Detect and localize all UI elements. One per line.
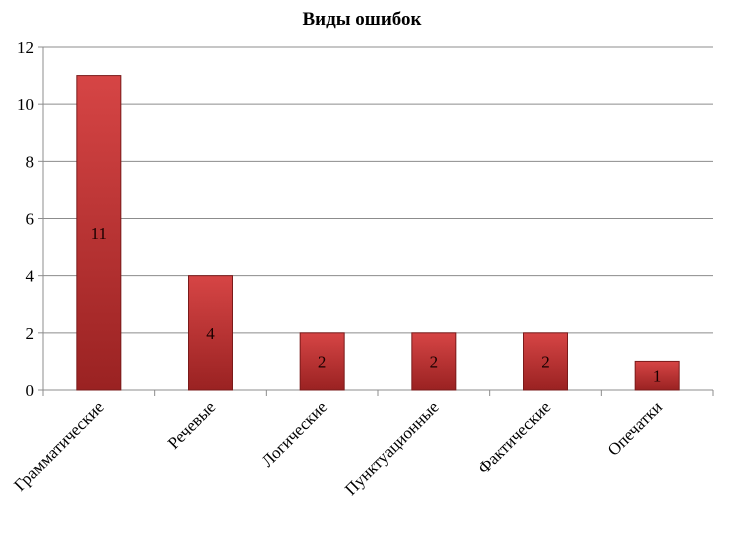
- y-tick-label: 0: [26, 381, 35, 400]
- bars: [76, 75, 680, 391]
- category-label: Логические: [258, 397, 331, 470]
- data-label: 2: [430, 352, 439, 371]
- data-label: 2: [318, 352, 327, 371]
- y-tick-label: 10: [17, 95, 34, 114]
- axes: [38, 46, 714, 396]
- bar: [634, 360, 680, 391]
- category-label: Фактические: [474, 397, 554, 477]
- chart-title: Виды ошибок: [302, 9, 421, 30]
- y-tick-label: 2: [26, 324, 35, 343]
- data-label: 4: [206, 324, 215, 343]
- data-label: 1: [653, 367, 662, 386]
- category-label: Грамматические: [10, 397, 107, 494]
- y-tick-label: 4: [26, 267, 35, 286]
- bar: [76, 75, 122, 391]
- bar: [188, 275, 233, 391]
- data-label: 11: [91, 224, 107, 243]
- category-label: Опечатки: [604, 397, 666, 459]
- bar: [523, 332, 568, 391]
- category-label: Пунктуационные: [341, 397, 443, 499]
- category-label: Речевые: [164, 397, 219, 452]
- bar: [299, 332, 345, 391]
- bar: [411, 332, 457, 391]
- y-tick-label: 6: [26, 210, 35, 229]
- gridlines: [43, 46, 713, 334]
- y-tick-label: 8: [26, 152, 35, 171]
- y-tick-label: 12: [17, 38, 34, 57]
- data-label: 2: [541, 352, 550, 371]
